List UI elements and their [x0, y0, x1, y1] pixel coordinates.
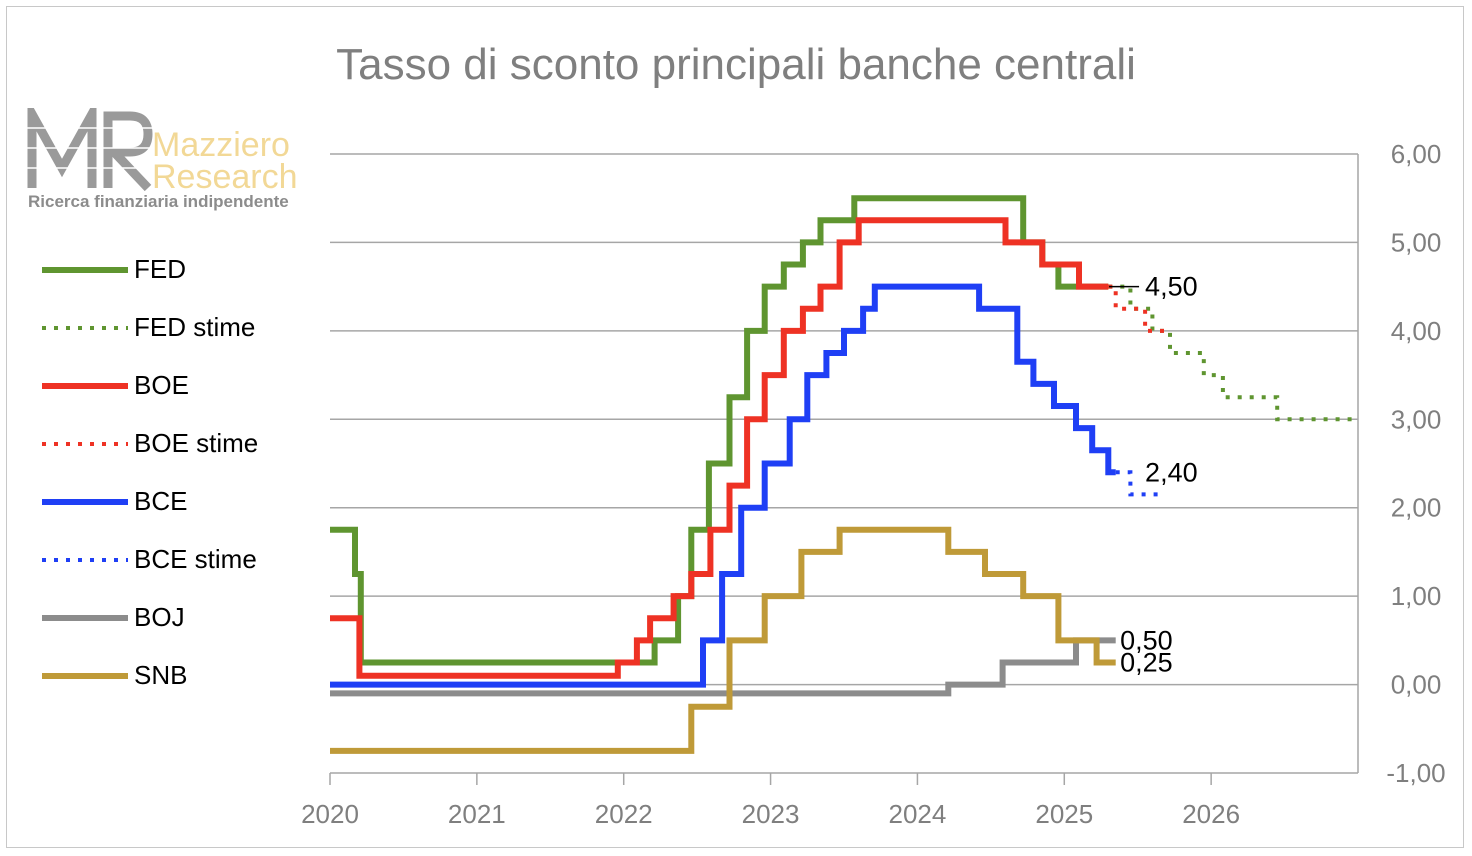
- logo-mark-icon: [26, 96, 156, 192]
- logo-name-line1: Mazziero: [152, 126, 290, 164]
- y-tick-label: 0,00: [1391, 670, 1442, 700]
- series-line-boe: [330, 217, 1109, 679]
- series-line-boe-stime: [1108, 284, 1170, 333]
- legend-swatch: [42, 326, 128, 330]
- legend-label: BOJ: [134, 602, 185, 632]
- legend-item: FED stime: [40, 308, 300, 348]
- y-tick-label: 4,00: [1391, 316, 1442, 346]
- data-label: 0,25: [1120, 647, 1173, 677]
- legend-item: BCE stime: [40, 540, 300, 580]
- series-line-bce: [330, 283, 1116, 688]
- legend-item: BCE: [40, 482, 300, 522]
- y-tick-label: 6,00: [1391, 139, 1442, 169]
- x-tick-label: 2021: [448, 799, 506, 829]
- chart-title: Tasso di sconto principali banche centra…: [336, 40, 1136, 89]
- logo: Mazziero Research Ricerca finanziaria in…: [26, 96, 316, 213]
- legend-swatch: [42, 499, 128, 505]
- legend-label: FED stime: [134, 312, 256, 342]
- y-tick-label: 5,00: [1391, 227, 1442, 257]
- legend-label: FED: [134, 254, 186, 284]
- legend-label: BOE: [134, 370, 189, 400]
- logo-name-line2: Research: [152, 158, 298, 196]
- legend-swatch: [42, 442, 128, 446]
- legend-swatch: [42, 673, 128, 679]
- x-tick-label: 2020: [301, 799, 359, 829]
- legend-item: BOJ: [40, 598, 300, 638]
- legend-item: BOE: [40, 366, 300, 406]
- y-tick-label: 1,00: [1391, 581, 1442, 611]
- x-tick-label: 2022: [595, 799, 653, 829]
- x-tick-label: 2025: [1035, 799, 1093, 829]
- legend-label: SNB: [134, 660, 188, 690]
- series-line-bce-stime: [1115, 470, 1160, 497]
- y-tick-label: 3,00: [1391, 404, 1442, 434]
- legend-label: BCE stime: [134, 544, 257, 574]
- x-tick-label: 2023: [742, 799, 800, 829]
- series-line-fed: [330, 195, 1109, 666]
- y-tick-label: -1,00: [1386, 758, 1445, 788]
- data-label: 2,40: [1145, 457, 1198, 487]
- data-label: 0,50: [1120, 625, 1173, 655]
- legend-swatch: [42, 267, 128, 273]
- x-tick-label: 2024: [889, 799, 947, 829]
- legend-label: BCE: [134, 486, 188, 516]
- legend-swatch: [42, 383, 128, 389]
- legend-swatch: [42, 615, 128, 621]
- series-line-fed-stime: [1108, 284, 1358, 422]
- y-tick-label: 2,00: [1391, 493, 1442, 523]
- legend-item: SNB: [40, 656, 300, 696]
- logo-tagline: Ricerca finanziaria indipendente: [28, 192, 289, 211]
- series-line-snb: [330, 526, 1116, 754]
- chart-frame: [6, 6, 1464, 848]
- legend-swatch: [42, 558, 128, 562]
- legend-item: FED: [40, 250, 300, 290]
- legend-item: BOE stime: [40, 424, 300, 464]
- x-tick-label: 2026: [1182, 799, 1240, 829]
- legend-label: BOE stime: [134, 428, 259, 458]
- data-label: 4,50: [1145, 272, 1198, 302]
- series-line-boj: [330, 637, 1116, 697]
